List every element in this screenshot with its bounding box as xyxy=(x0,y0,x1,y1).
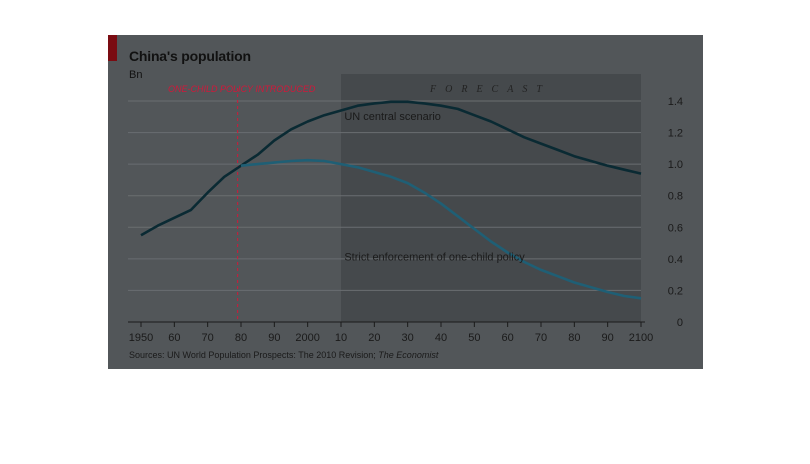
x-tick-label: 70 xyxy=(202,332,214,344)
y-tick-label: 0 xyxy=(677,317,683,329)
y-unit-label: Bn xyxy=(129,69,143,81)
x-tick-label: 90 xyxy=(602,332,614,344)
accent-bar xyxy=(108,35,117,61)
gridlines xyxy=(128,100,645,323)
annotation-strict-enforcement: Strict enforcement of one-child policy xyxy=(344,251,525,263)
y-tick-label: 1.0 xyxy=(668,159,683,171)
x-tick-label: 40 xyxy=(435,332,447,344)
y-tick-label: 1.2 xyxy=(668,128,683,140)
y-tick-label: 0.2 xyxy=(668,285,683,297)
y-axis-ticks: 0 0.2 0.4 0.6 0.8 1.0 1.2 1.4 xyxy=(668,96,683,329)
forecast-label: FORECAST xyxy=(429,84,551,95)
x-tick-label: 50 xyxy=(468,332,480,344)
y-tick-label: 0.6 xyxy=(668,222,683,234)
x-axis-ticks: 1950 60 70 80 90 2000 10 20 30 40 50 60 70 80 90 2100 xyxy=(129,322,653,344)
source-note: Sources: UN World Population Prospects: … xyxy=(129,350,438,360)
chart-title: China's population xyxy=(129,48,251,64)
x-tick-label: 20 xyxy=(368,332,380,344)
x-tick-label: 80 xyxy=(568,332,580,344)
x-tick-label: 80 xyxy=(235,332,247,344)
x-tick-label: 30 xyxy=(402,332,414,344)
x-tick-label: 1950 xyxy=(129,332,153,344)
source-prefix: Sources: UN World Population Prospects: … xyxy=(129,350,379,360)
source-italic: The Economist xyxy=(378,350,439,360)
annotation-un-central: UN central scenario xyxy=(344,111,441,123)
x-tick-label: 70 xyxy=(535,332,547,344)
series-line-strict-enforcement xyxy=(240,158,642,300)
x-tick-label: 90 xyxy=(268,332,280,344)
y-tick-label: 0.8 xyxy=(668,191,683,203)
x-tick-label: 60 xyxy=(502,332,514,344)
y-tick-label: 1.4 xyxy=(668,96,683,108)
x-tick-label: 60 xyxy=(168,332,180,344)
policy-label: ONE-CHILD POLICY INTRODUCED xyxy=(168,84,316,94)
x-tick-label: 10 xyxy=(335,332,347,344)
x-tick-label: 2100 xyxy=(629,332,653,344)
forecast-region xyxy=(341,74,641,322)
x-tick-label: 2000 xyxy=(295,332,319,344)
series-line-un-central xyxy=(140,100,642,237)
y-tick-label: 0.4 xyxy=(668,254,683,266)
